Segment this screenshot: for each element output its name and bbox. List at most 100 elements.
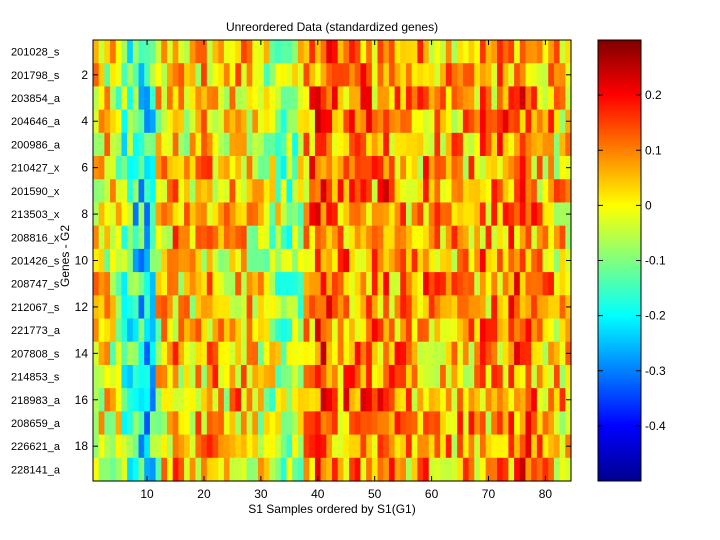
heatmap-cell xyxy=(189,40,197,64)
heatmap-cell xyxy=(411,225,418,250)
heatmap-cell xyxy=(223,411,231,436)
heatmap-cell xyxy=(428,63,436,88)
heatmap-cell xyxy=(121,364,128,389)
heatmap-cell xyxy=(400,248,407,273)
heatmap-cell xyxy=(172,248,179,273)
heatmap-cell xyxy=(309,457,316,482)
heatmap-cell xyxy=(98,248,105,273)
heatmap-cell xyxy=(343,248,350,273)
heatmap-cell xyxy=(161,295,168,320)
heatmap-cell xyxy=(497,272,504,296)
heatmap-cell xyxy=(502,225,509,250)
heatmap-cell xyxy=(161,40,168,64)
heatmap-cell xyxy=(423,457,430,482)
heatmap-cell xyxy=(337,364,344,389)
heatmap-cell xyxy=(297,179,305,204)
heatmap-cell xyxy=(514,457,521,482)
heatmap-cell xyxy=(184,202,191,227)
x-tick-label: 60 xyxy=(425,487,439,501)
heatmap-cell xyxy=(314,225,322,250)
heatmap-cell xyxy=(423,86,430,111)
heatmap-cell xyxy=(383,156,390,180)
heatmap-cell xyxy=(536,341,544,366)
heatmap-cell xyxy=(252,388,259,412)
heatmap-cell xyxy=(252,225,259,250)
heatmap-cell xyxy=(269,40,276,64)
heatmap-cell xyxy=(235,109,242,134)
heatmap-cell xyxy=(440,40,447,64)
heatmap-cell xyxy=(263,272,270,296)
heatmap-cell xyxy=(314,109,322,134)
heatmap-cell xyxy=(462,411,470,436)
heatmap-cell xyxy=(258,388,265,412)
heatmap-cell xyxy=(553,86,561,111)
heatmap-cell xyxy=(235,63,242,88)
heatmap-cell xyxy=(514,341,521,366)
heatmap-cell xyxy=(258,295,265,320)
heatmap-cell xyxy=(229,63,236,88)
heatmap-cell xyxy=(485,63,492,88)
heatmap-cell xyxy=(423,434,430,459)
heatmap-cell xyxy=(462,179,470,204)
heatmap-cell xyxy=(104,341,111,366)
heatmap-cell xyxy=(166,318,174,343)
heatmap-cell xyxy=(502,202,509,227)
heatmap-cell xyxy=(548,132,555,157)
heatmap-cell xyxy=(184,156,191,180)
heatmap-cell xyxy=(269,248,276,273)
heatmap-cell xyxy=(485,434,492,459)
heatmap-cell xyxy=(485,179,492,204)
heatmap-cell xyxy=(104,63,111,88)
heatmap-cell xyxy=(263,156,270,180)
heatmap-cell xyxy=(536,202,544,227)
heatmap-cell xyxy=(201,295,208,320)
heatmap-cell xyxy=(451,295,458,320)
heatmap-cell xyxy=(394,63,401,88)
heatmap-cell xyxy=(115,225,123,250)
heatmap-cell xyxy=(218,63,225,88)
heatmap-cell xyxy=(428,457,436,482)
heatmap-cell xyxy=(440,388,447,412)
heatmap-cell xyxy=(440,272,447,296)
heatmap-cell xyxy=(440,63,447,88)
heatmap-cell xyxy=(252,295,259,320)
heatmap-cell xyxy=(434,132,441,157)
heatmap-cell xyxy=(189,434,197,459)
heatmap-cell xyxy=(263,434,270,459)
heatmap-cell xyxy=(252,40,259,64)
heatmap-cell xyxy=(115,179,123,204)
heatmap-cell xyxy=(497,202,504,227)
heatmap-cell xyxy=(263,388,270,412)
heatmap-cell xyxy=(166,434,174,459)
heatmap-cell xyxy=(434,179,441,204)
heatmap-cell xyxy=(258,272,265,296)
heatmap-cell xyxy=(229,318,236,343)
heatmap-cell xyxy=(206,364,214,389)
heatmap-cell xyxy=(400,202,407,227)
heatmap-cell xyxy=(394,179,401,204)
heatmap-cell xyxy=(434,248,441,273)
heatmap-cell xyxy=(201,63,208,88)
heatmap-cell xyxy=(445,295,453,320)
heatmap-cell xyxy=(144,109,151,134)
heatmap-cell xyxy=(172,388,179,412)
heatmap-cell xyxy=(519,388,527,412)
heatmap-cell xyxy=(525,341,532,366)
heatmap-cell xyxy=(201,248,208,273)
heatmap-cell xyxy=(246,179,253,204)
heatmap-cell xyxy=(93,40,100,64)
heatmap-cell xyxy=(531,179,538,204)
heatmap-cell xyxy=(229,272,236,296)
heatmap-cell xyxy=(178,364,185,389)
heatmap-cell xyxy=(246,411,253,436)
heatmap-cell xyxy=(303,457,310,482)
x-tick-label: 70 xyxy=(482,487,496,501)
heatmap-cell xyxy=(360,364,367,389)
heatmap-cell xyxy=(184,179,191,204)
heatmap-cell xyxy=(195,341,202,366)
heatmap-cell xyxy=(405,457,413,482)
heatmap-cell xyxy=(144,295,151,320)
heatmap-cell xyxy=(149,434,157,459)
heatmap-cell xyxy=(542,132,549,157)
